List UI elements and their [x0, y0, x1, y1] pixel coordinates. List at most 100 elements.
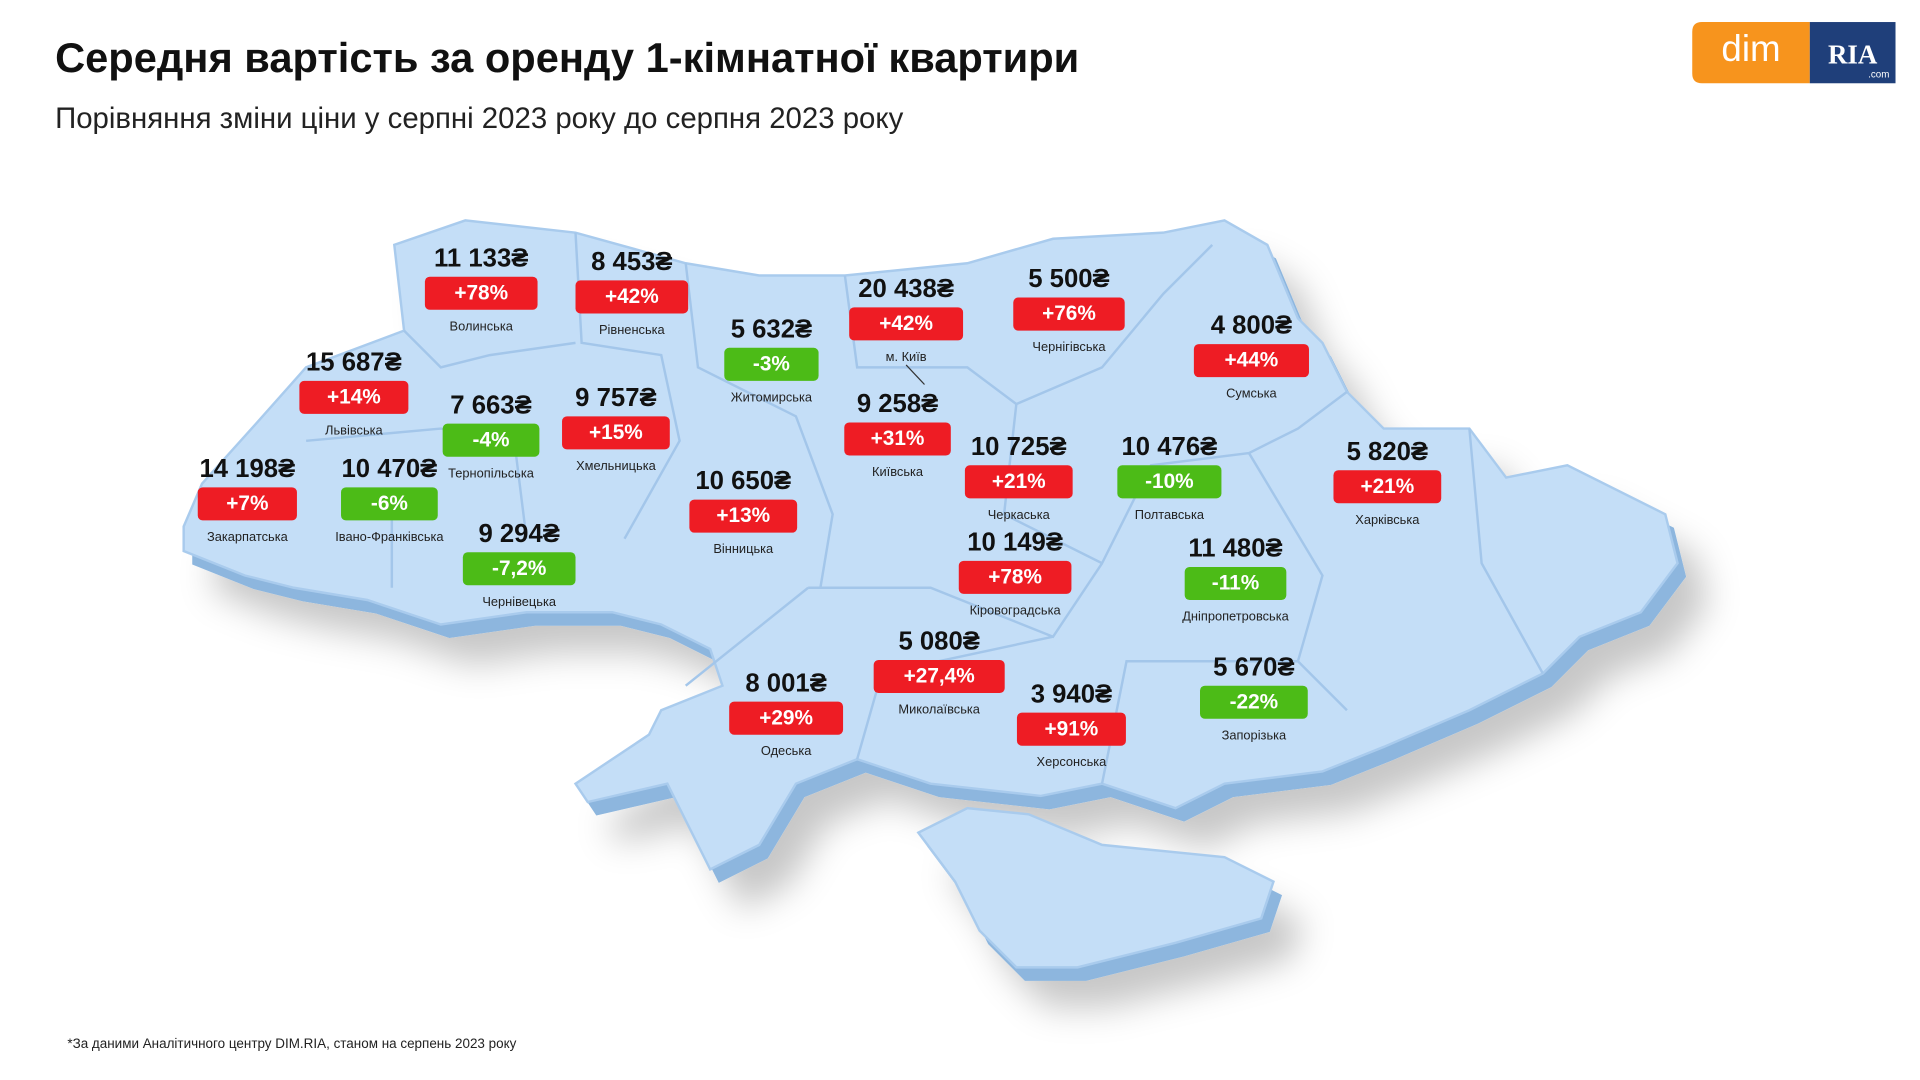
region-name: Хмельницька: [576, 458, 657, 473]
change-badge: [964, 465, 1073, 499]
change-badge: [299, 380, 409, 414]
change-badge: [873, 660, 1005, 694]
change-badge: [729, 701, 844, 735]
change-badge: [1333, 470, 1442, 504]
kyiv-leader: [905, 364, 925, 385]
region-price: 5 500₴: [1028, 265, 1109, 293]
region-price: 9 258₴: [857, 390, 938, 418]
region-price: 15 687₴: [306, 348, 402, 376]
region-price: 10 470₴: [342, 455, 438, 483]
logo: dim RIA .com: [1692, 22, 1896, 84]
change-badge: [1200, 685, 1308, 719]
region-change: +21%: [992, 470, 1046, 493]
region-price: 10 149₴: [967, 528, 1063, 556]
region-change: +7%: [226, 492, 268, 515]
change-badge: [1016, 712, 1126, 746]
region-change: +13%: [716, 504, 770, 527]
region-price: 10 476₴: [1122, 433, 1218, 461]
region-change: -7,2%: [492, 557, 546, 580]
region-price: 20 438₴: [858, 275, 954, 303]
region-name: Закарпатська: [207, 529, 289, 544]
region-price: 9 757₴: [575, 384, 656, 412]
change-badge: [958, 560, 1072, 594]
region-change: +42%: [605, 285, 659, 308]
change-badge: [1013, 297, 1125, 331]
region-price: 5 632₴: [731, 315, 812, 343]
region-change: +27,4%: [904, 665, 975, 688]
region-name: Миколаївська: [898, 702, 980, 717]
region-price: 5 820₴: [1347, 438, 1428, 466]
logo-ria-bg: [1809, 22, 1896, 84]
change-badge: [724, 347, 819, 381]
region-price: 5 670₴: [1213, 653, 1294, 681]
region-name: Полтавська: [1135, 507, 1205, 522]
region-name: м. Київ: [886, 349, 927, 364]
region-name: Тернопільська: [448, 465, 535, 480]
region-name: Дніпропетровська: [1182, 609, 1289, 624]
change-badge: [1117, 465, 1222, 499]
region-price: 4 800₴: [1211, 312, 1292, 340]
change-badge: [442, 423, 540, 457]
region-change: +31%: [871, 427, 925, 450]
change-badge: [575, 280, 689, 314]
region-change: +91%: [1045, 717, 1099, 740]
change-badge: [341, 487, 438, 521]
region-name: Івано-Франківська: [335, 529, 444, 544]
region-change: +15%: [589, 421, 643, 444]
region-price: 5 080₴: [898, 628, 979, 656]
region-name: Вінницька: [713, 541, 774, 556]
region-price: 8 453₴: [591, 248, 672, 276]
region-change: -10%: [1145, 470, 1194, 493]
region-name: Кіровоградська: [970, 602, 1062, 617]
title: Середня вартість за оренду 1-кімнатної к…: [55, 34, 1079, 81]
change-badge: [849, 307, 964, 341]
region-price: 3 940₴: [1031, 680, 1112, 708]
region-change: -4%: [473, 428, 510, 451]
region-change: +76%: [1042, 302, 1096, 325]
region-change: +44%: [1225, 349, 1279, 372]
region-name: Рівненська: [599, 322, 666, 337]
change-badge: [1193, 344, 1309, 378]
region-name: Львівська: [325, 422, 383, 437]
change-badge: [689, 499, 798, 533]
logo-dim: dim: [1721, 28, 1780, 69]
region-change: +78%: [988, 565, 1042, 588]
change-badge: [197, 487, 297, 521]
region-change: +78%: [454, 281, 508, 304]
logo-dim-bg: [1692, 22, 1810, 84]
region-price: 11 133₴: [434, 244, 528, 272]
region-name: Київська: [872, 464, 924, 479]
region-name: Волинська: [450, 318, 514, 333]
region-name: Херсонська: [1037, 754, 1108, 769]
region-name: Одеська: [761, 743, 812, 758]
region-name: Харківська: [1355, 512, 1420, 527]
region-change: -6%: [371, 492, 408, 515]
region-price: 10 650₴: [695, 467, 791, 495]
region-price: 11 480₴: [1188, 535, 1282, 563]
change-badge: [424, 276, 538, 310]
footnote: *За даними Аналітичного центру DIM.RIA, …: [67, 1036, 516, 1051]
region-name: Сумська: [1226, 386, 1277, 401]
region-change: +42%: [879, 312, 933, 335]
region-name: Житомирська: [731, 389, 813, 404]
region-change: +21%: [1360, 475, 1414, 498]
region-change: +14%: [327, 385, 381, 408]
region-price: 9 294₴: [478, 520, 559, 548]
subtitle: Порівняння зміни ціни у серпні 2023 року…: [55, 102, 903, 135]
region-change: +29%: [759, 706, 813, 729]
logo-ria: RIA: [1828, 40, 1878, 70]
region-price: 7 663₴: [450, 391, 531, 419]
region-change: -3%: [753, 352, 790, 375]
region-change: -11%: [1212, 572, 1259, 595]
region-name: Запорізька: [1222, 727, 1287, 742]
region-change: -22%: [1230, 690, 1279, 713]
change-badge: [844, 422, 951, 456]
region-name: Черкаська: [988, 507, 1051, 522]
change-badge: [1184, 566, 1287, 600]
change-badge: [462, 552, 576, 586]
region-name: Чернігівська: [1032, 339, 1106, 354]
logo-com: .com: [1868, 69, 1889, 80]
region-price: 10 725₴: [971, 433, 1067, 461]
region-labels: 11 133₴ +78% Волинська 8 453₴ +42% Рівненська…: [197, 244, 1442, 769]
